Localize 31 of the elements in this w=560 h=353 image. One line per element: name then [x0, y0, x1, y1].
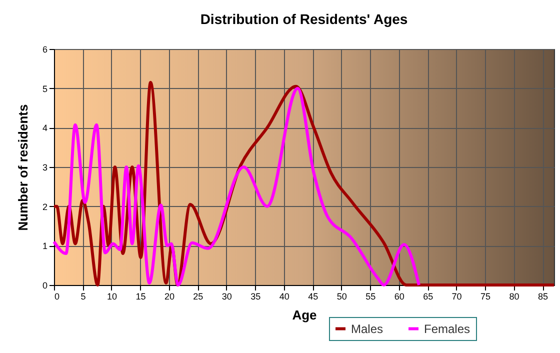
x-tick-label: 25	[193, 292, 204, 302]
y-tick-label: 6	[42, 44, 48, 54]
y-axis-title: Number of residents	[15, 104, 30, 231]
y-tick-label: 1	[42, 241, 48, 252]
y-tick-label: 5	[42, 84, 48, 94]
x-tick-label: 55	[366, 292, 376, 302]
y-tick-label: 0	[42, 280, 48, 290]
line-series	[52, 86, 420, 286]
legend-label: Males	[351, 322, 384, 336]
x-tick-label: 10	[106, 292, 117, 302]
x-tick-label: 30	[222, 292, 232, 302]
x-tick-label: 0	[54, 292, 60, 302]
x-tick-label: 20	[164, 292, 174, 302]
x-tick-label: 80	[509, 292, 520, 302]
x-tick-label: 60	[394, 292, 404, 302]
x-tick-label: 85	[538, 292, 548, 302]
y-tick-label: 4	[42, 123, 48, 134]
x-tick-label: 40	[279, 292, 290, 302]
x-tick-label: 70	[452, 292, 462, 302]
x-tick-label: 35	[250, 292, 261, 302]
x-tick-label: 15	[136, 292, 146, 302]
chart-title: Distribution of Residents' Ages	[200, 11, 408, 27]
x-tick-label: 75	[480, 292, 491, 302]
legend-label: Females	[424, 322, 470, 336]
x-tick-label: 5	[80, 292, 86, 302]
x-tick-label: 50	[336, 292, 347, 302]
x-tick-label: 45	[308, 292, 318, 302]
x-axis-title: Age	[292, 308, 317, 322]
x-tick-label: 65	[423, 292, 434, 302]
y-tick-label: 2	[42, 202, 48, 212]
y-tick-label: 3	[42, 162, 48, 172]
